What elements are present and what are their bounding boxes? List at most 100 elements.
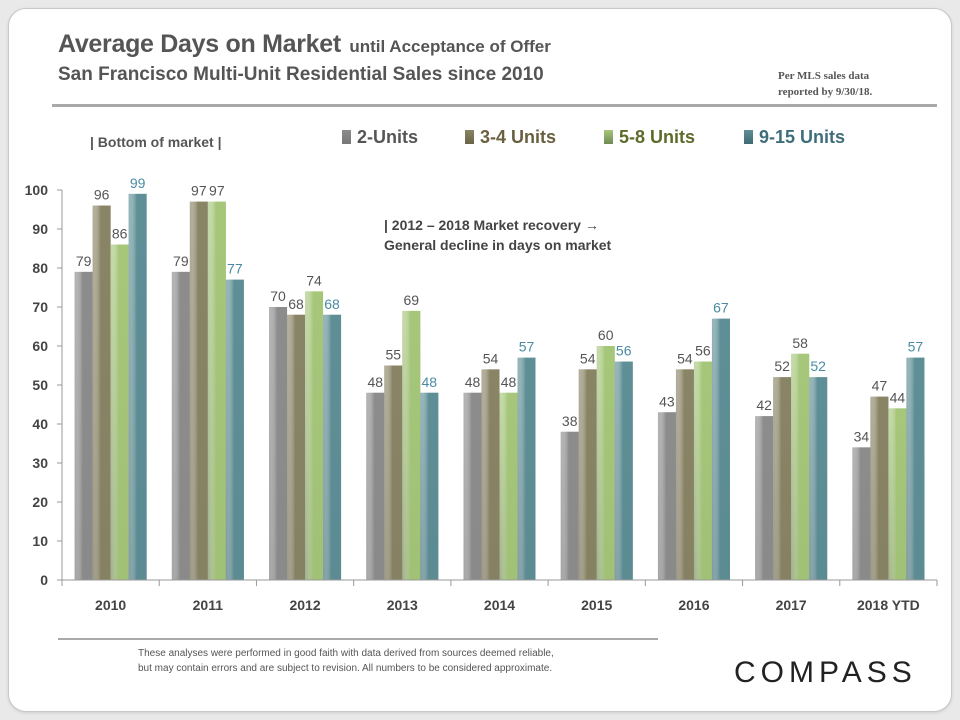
bar-highlight <box>870 396 889 580</box>
bar-highlight <box>906 357 925 580</box>
legend-swatch <box>604 130 613 144</box>
x-tick-label: 2016 <box>678 597 709 613</box>
bar-highlight <box>225 279 244 580</box>
bar-highlight <box>773 377 792 580</box>
x-tick-label: 2018 YTD <box>857 597 920 613</box>
bar-highlight <box>402 310 421 580</box>
x-tick-label: 2015 <box>581 597 612 613</box>
y-tick-label: 0 <box>40 572 48 588</box>
bar-highlight <box>791 353 810 580</box>
compass-logo: COMPASS <box>734 656 917 689</box>
bar-highlight <box>481 369 500 580</box>
bar-highlight <box>384 365 403 580</box>
data-label: 44 <box>890 389 906 405</box>
chart-title: Average Days on Market until Acceptance … <box>58 30 551 59</box>
source-note-line1: Per MLS sales data <box>778 70 870 82</box>
data-label: 86 <box>112 226 128 242</box>
data-label: 57 <box>908 339 924 355</box>
bar-highlight <box>578 369 597 580</box>
data-label: 54 <box>483 350 499 366</box>
bar-highlight <box>420 392 439 580</box>
disclaimer-line1: These analyses were performed in good fa… <box>138 648 554 659</box>
data-label: 48 <box>501 374 517 390</box>
y-tick-label: 100 <box>25 182 49 198</box>
data-label: 48 <box>465 374 481 390</box>
annotation-recovery: | 2012 – 2018 Market recovery → <box>384 217 599 233</box>
data-label: 68 <box>288 296 304 312</box>
annotation-bottom-of-market: | Bottom of market | <box>90 134 222 150</box>
y-tick-label: 40 <box>32 416 48 432</box>
data-label: 54 <box>580 350 596 366</box>
chart-title-suffix: until Acceptance of Offer <box>349 37 551 56</box>
data-label: 74 <box>306 272 322 288</box>
data-label: 48 <box>421 374 437 390</box>
data-label: 97 <box>191 183 207 199</box>
y-tick-label: 90 <box>32 221 48 237</box>
bar-highlight <box>852 447 871 580</box>
bar-highlight <box>305 291 324 580</box>
data-label: 68 <box>324 296 340 312</box>
data-label: 69 <box>403 292 419 308</box>
y-tick-label: 80 <box>32 260 48 276</box>
y-tick-label: 20 <box>32 494 48 510</box>
data-label: 79 <box>76 253 92 269</box>
y-tick-label: 10 <box>32 533 48 549</box>
legend-label: 9-15 Units <box>759 127 845 147</box>
y-tick-label: 30 <box>32 455 48 471</box>
bar-highlight <box>110 244 129 580</box>
bar-highlight <box>499 392 518 580</box>
data-label: 77 <box>227 261 243 277</box>
bar-highlight <box>657 412 676 580</box>
bar-highlight <box>207 201 226 580</box>
bar-highlight <box>693 361 712 580</box>
data-label: 48 <box>367 374 383 390</box>
bar-highlight <box>287 314 306 580</box>
data-label: 52 <box>774 358 790 374</box>
data-label: 52 <box>810 358 826 374</box>
x-tick-label: 2010 <box>95 597 126 613</box>
bar-highlight <box>675 369 694 580</box>
x-tick-label: 2011 <box>193 597 224 613</box>
data-label: 57 <box>519 339 535 355</box>
bar-highlight <box>189 201 208 580</box>
bar-highlight <box>809 377 828 580</box>
source-note: Per MLS sales data reported by 9/30/18. <box>778 68 928 100</box>
bar-highlight <box>92 205 111 580</box>
bar-highlight <box>614 361 633 580</box>
data-label: 38 <box>562 413 578 429</box>
data-label: 54 <box>677 350 693 366</box>
data-label: 70 <box>270 288 286 304</box>
chart-title-main: Average Days on Market <box>58 30 341 58</box>
bar-highlight <box>596 346 615 580</box>
x-tick-label: 2013 <box>387 597 418 613</box>
disclaimer: These analyses were performed in good fa… <box>138 646 638 676</box>
bar-highlight <box>463 392 482 580</box>
bar-highlight <box>323 314 342 580</box>
y-tick-label: 70 <box>32 299 48 315</box>
bar-highlight <box>269 307 288 580</box>
legend-swatch <box>744 130 753 144</box>
x-tick-label: 2014 <box>484 597 515 613</box>
annotation-decline: General decline in days on market <box>384 237 612 253</box>
x-tick-label: 2012 <box>289 597 320 613</box>
data-label: 99 <box>130 175 146 191</box>
data-label: 60 <box>598 327 614 343</box>
footer-divider <box>58 638 658 640</box>
bar-highlight <box>128 193 147 580</box>
source-note-line2: reported by 9/30/18. <box>778 86 873 98</box>
legend-swatch <box>465 130 474 144</box>
header-divider <box>52 104 937 107</box>
legend-label: 3-4 Units <box>480 127 556 147</box>
chart-subtitle: San Francisco Multi-Unit Residential Sal… <box>58 64 544 85</box>
data-label: 34 <box>854 428 870 444</box>
y-tick-label: 50 <box>32 377 48 393</box>
data-label: 79 <box>173 253 189 269</box>
legend-label: 5-8 Units <box>619 127 695 147</box>
data-label: 56 <box>695 343 711 359</box>
data-label: 97 <box>209 183 225 199</box>
data-label: 58 <box>792 335 808 351</box>
bar-highlight <box>171 271 190 580</box>
x-tick-label: 2017 <box>776 597 807 613</box>
bar-highlight <box>711 318 730 580</box>
